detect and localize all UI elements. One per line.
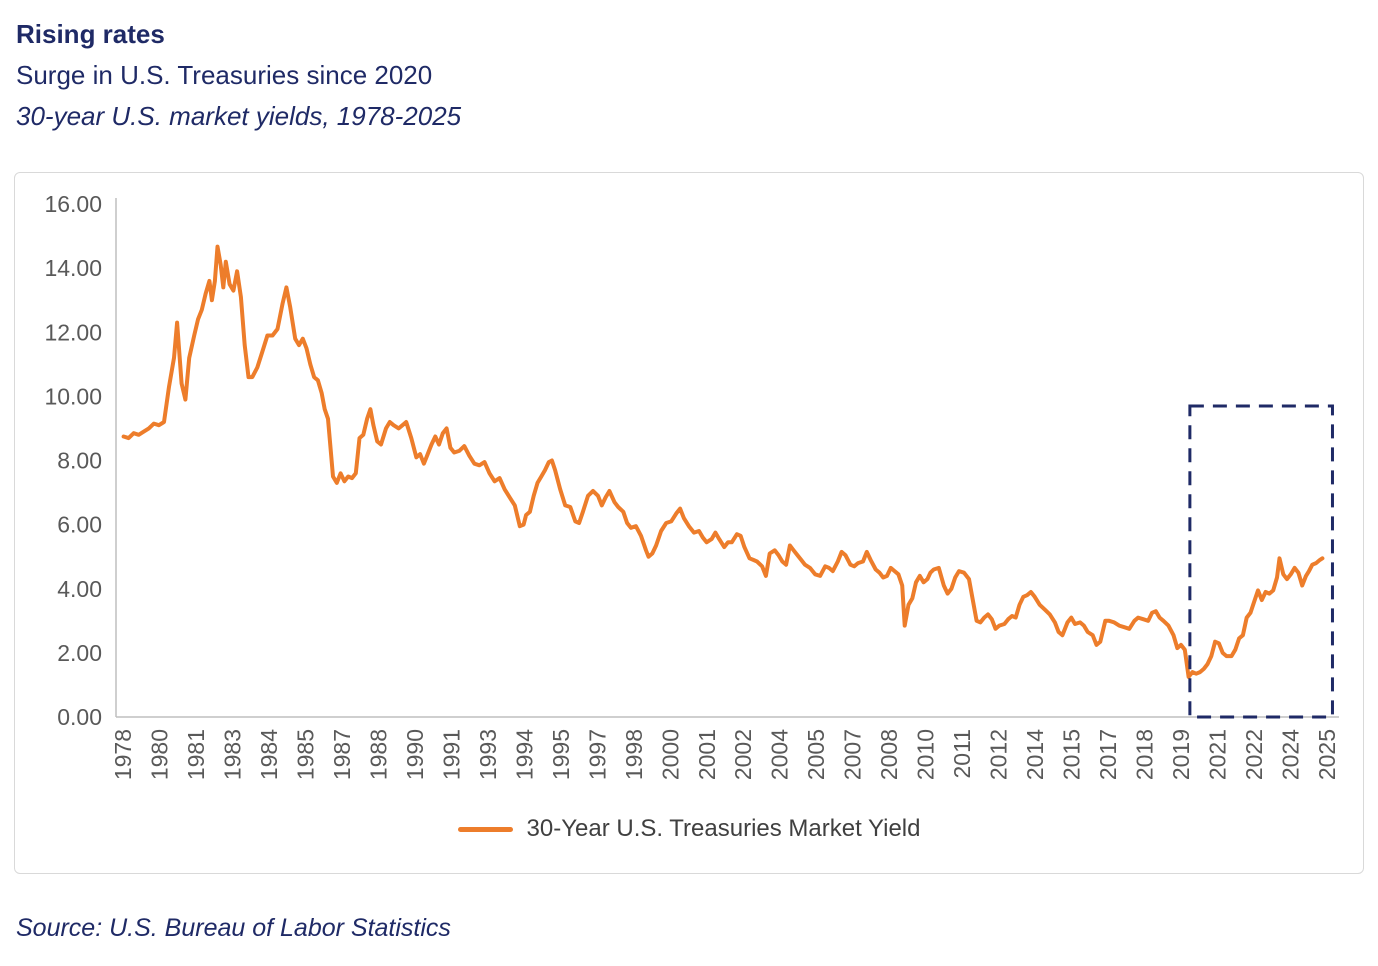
x-tick-label: 2004	[767, 729, 793, 780]
y-tick-label: 16.00	[44, 191, 102, 217]
y-tick-label: 10.00	[44, 383, 102, 409]
y-tick-label: 6.00	[57, 512, 102, 538]
x-tick-label: 1995	[548, 729, 574, 780]
x-tick-label: 2005	[803, 729, 829, 780]
legend-line-swatch	[457, 826, 513, 832]
x-tick-label: 1983	[219, 729, 245, 780]
chart-description: 30-year U.S. market yields, 1978-2025	[16, 101, 462, 131]
x-tick-label: 2017	[1095, 729, 1121, 780]
y-tick-label: 2.00	[57, 640, 102, 666]
x-tick-label: 2018	[1132, 729, 1158, 780]
y-tick-label: 14.00	[44, 255, 102, 281]
x-tick-label: 2019	[1168, 729, 1194, 780]
x-tick-label: 1981	[183, 729, 209, 780]
chart-container: 16.00 14.00 12.00 10.00 8.00 6.00 4.00 2.00 0.00…	[14, 172, 1364, 874]
yield-line-series	[121, 244, 1325, 679]
x-tick-label: 1980	[146, 729, 172, 780]
x-tick-label: 2007	[840, 729, 866, 780]
highlight-box-2020-2025	[1188, 404, 1334, 719]
x-tick-label: 2011	[949, 729, 975, 778]
x-tick-label: 1994	[511, 729, 537, 780]
chart-header: Rising rates Surge in U.S. Treasuries si…	[16, 14, 461, 137]
x-tick-label: 1988	[365, 729, 391, 780]
x-tick-label: 2015	[1059, 729, 1085, 780]
x-tick-label: 1990	[402, 729, 428, 780]
x-tick-label: 1978	[110, 729, 136, 780]
chart-svg: 16.00 14.00 12.00 10.00 8.00 6.00 4.00 2.00 0.00…	[44, 191, 1340, 780]
y-tick-label: 12.00	[44, 319, 102, 345]
x-tick-label: 2022	[1241, 729, 1267, 780]
x-tick-label: 2014	[1022, 729, 1048, 780]
legend-label: 30-Year U.S. Treasuries Market Yield	[526, 815, 921, 842]
x-tick-label: 1991	[438, 729, 464, 780]
x-tick-label: 1985	[292, 729, 318, 780]
x-tick-label: 2000	[657, 729, 683, 780]
y-tick-label: 0.00	[57, 704, 102, 730]
chart-subtitle: Surge in U.S. Treasuries since 2020	[16, 60, 433, 90]
page-title: Rising rates	[16, 19, 165, 49]
source-note: Source: U.S. Bureau of Labor Statistics	[16, 914, 451, 942]
x-tick-label: 2008	[876, 729, 902, 780]
x-tick-label: 2025	[1314, 729, 1340, 780]
x-tick-label: 2024	[1278, 729, 1304, 780]
x-tick-label: 1984	[256, 729, 282, 780]
y-tick-label: 4.00	[57, 576, 102, 602]
x-tick-label: 2012	[986, 729, 1012, 780]
x-tick-label: 2021	[1205, 729, 1231, 780]
x-tick-label: 1993	[475, 729, 501, 780]
x-tick-label: 1997	[584, 729, 610, 780]
y-tick-label: 8.00	[57, 448, 102, 474]
x-tick-label: 2001	[694, 729, 720, 780]
x-tick-label: 2002	[730, 729, 756, 780]
legend: 30-Year U.S. Treasuries Market Yield	[15, 813, 1363, 845]
x-tick-label: 1987	[329, 729, 355, 780]
x-tick-label: 1998	[621, 729, 647, 780]
x-tick-label: 2010	[913, 729, 939, 780]
